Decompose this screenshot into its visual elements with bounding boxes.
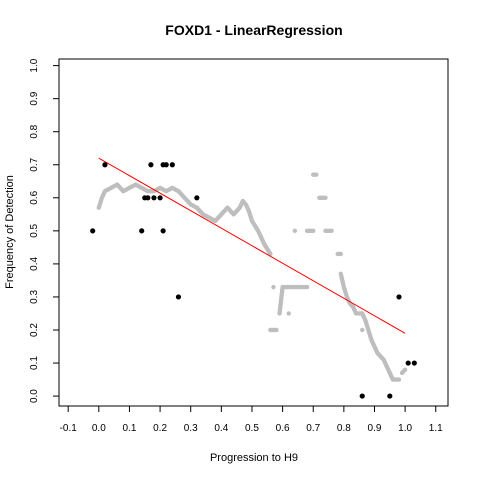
smoothed-point — [396, 377, 402, 382]
observed-point — [411, 360, 417, 366]
smoothed-point — [304, 284, 310, 290]
regression-line — [98, 157, 406, 334]
x-tick-label: 0.0 — [92, 423, 106, 434]
y-tick-label: 0.0 — [29, 389, 40, 403]
smoothed-point — [271, 284, 276, 290]
smoothed-point — [274, 327, 279, 333]
x-tick-label: 0.7 — [306, 423, 320, 434]
smoothed-point — [338, 251, 343, 257]
observed-point — [102, 162, 108, 168]
y-tick-label: 1.0 — [29, 58, 40, 72]
chart-title: FOXD1 - LinearRegression — [165, 22, 342, 38]
smoothed-point — [329, 228, 334, 234]
smoothed-point — [360, 327, 365, 333]
observed-point — [148, 162, 154, 168]
observed-point — [139, 228, 145, 234]
smoothed-point — [292, 228, 298, 234]
y-axis-label: Frequency of Detection — [4, 175, 16, 289]
observed-point — [145, 195, 151, 201]
x-tick-label: 0.4 — [214, 423, 228, 434]
y-tick-label: 0.5 — [29, 223, 40, 237]
y-tick-label: 0.8 — [29, 124, 40, 138]
observed-point — [396, 294, 402, 300]
observed-point — [169, 162, 175, 168]
observed-point — [405, 360, 411, 366]
x-tick-label: 0.3 — [184, 423, 198, 434]
y-tick-label: 0.6 — [29, 190, 40, 204]
observed-point — [387, 393, 393, 399]
observed-point — [157, 195, 163, 201]
y-tick-label: 0.2 — [29, 323, 40, 337]
x-tick-label: 1.0 — [398, 423, 412, 434]
y-axis: 0.0 0.1 0.2 0.3 0.4 0.5 0.6 0.7 0.8 0.9 1.0 — [29, 58, 59, 403]
plot-area — [90, 157, 417, 399]
x-axis-label: Progression to H9 — [210, 452, 298, 464]
y-tick-label: 0.4 — [29, 257, 40, 271]
y-tick-label: 0.7 — [29, 157, 40, 171]
y-tick-label: 0.9 — [29, 91, 40, 105]
y-tick-label: 0.3 — [29, 290, 40, 304]
x-tick-label: 0.6 — [276, 423, 290, 434]
smoothed-point — [311, 228, 316, 234]
smoothed-point — [314, 172, 319, 177]
observed-point — [359, 393, 365, 399]
observed-series — [90, 162, 417, 399]
y-tick-label: 0.1 — [29, 356, 40, 370]
smoothed-series — [96, 172, 408, 382]
plot-frame — [58, 58, 449, 407]
observed-point — [175, 294, 182, 300]
x-axis: -0.1 0.0 0.1 0.2 0.3 0.4 0.5 0.6 0.7 0.8 0.9 1.0 1.1 — [60, 406, 443, 434]
observed-point — [90, 228, 96, 234]
x-tick-label: 0.9 — [368, 423, 382, 434]
x-tick-label: 0.8 — [337, 423, 351, 434]
observed-point — [163, 162, 169, 168]
x-tick-label: 0.1 — [122, 423, 136, 434]
x-tick-label: 1.1 — [429, 423, 443, 434]
x-tick-label: -0.1 — [60, 423, 78, 434]
observed-point — [160, 228, 166, 234]
observed-point — [194, 195, 200, 201]
x-tick-label: 0.5 — [245, 423, 259, 434]
smoothed-point — [323, 195, 328, 200]
observed-point — [151, 195, 157, 201]
x-tick-label: 0.2 — [153, 423, 167, 434]
smoothed-point — [402, 367, 408, 372]
smoothed-point — [286, 311, 291, 316]
